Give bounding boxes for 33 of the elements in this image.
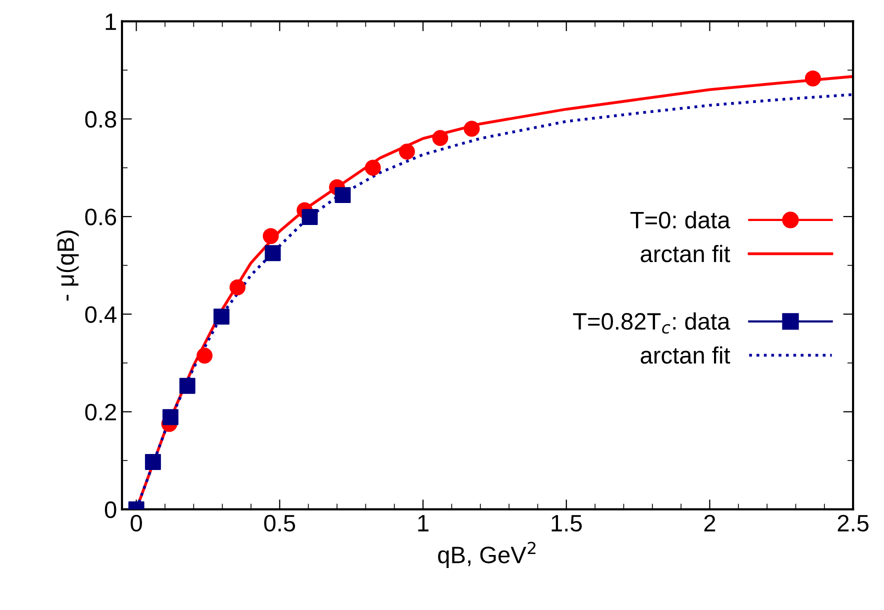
x-tick-label: 0.5 bbox=[264, 514, 296, 532]
y-tick-label: 0.8 bbox=[85, 111, 116, 128]
point bbox=[162, 409, 178, 426]
point bbox=[179, 378, 196, 394]
x-tick-label: 1 bbox=[418, 515, 428, 532]
legend-label: T=0.82T$_{c}$: data bbox=[573, 312, 730, 334]
point bbox=[464, 120, 480, 137]
point bbox=[398, 144, 415, 160]
point bbox=[230, 279, 246, 296]
point bbox=[213, 308, 230, 325]
point bbox=[302, 209, 318, 226]
point bbox=[262, 228, 279, 244]
x-tick-label: 0 bbox=[130, 514, 142, 532]
y-tick-label: 0 bbox=[104, 501, 116, 518]
x-tick-label: 2.5 bbox=[838, 514, 868, 532]
y-tick-label: 0.6 bbox=[85, 208, 116, 226]
point bbox=[196, 348, 213, 364]
point bbox=[144, 454, 161, 470]
x-tick-label: 2 bbox=[704, 514, 716, 532]
legend-label: T=0: data bbox=[630, 211, 730, 228]
x-axis-title: qB, GeV$^{2}$ bbox=[438, 542, 536, 568]
legend-label: arctan fit bbox=[640, 346, 730, 364]
y-tick-label: 0.4 bbox=[85, 306, 116, 323]
y-tick-label: 1 bbox=[106, 14, 116, 30]
point bbox=[264, 245, 281, 262]
point bbox=[432, 130, 448, 146]
point bbox=[334, 187, 351, 204]
legend-label: arctan fit bbox=[640, 244, 730, 262]
point bbox=[804, 70, 821, 86]
x-tick-label: 1.5 bbox=[552, 515, 582, 532]
y-axis-title: - μ(qB) bbox=[56, 230, 79, 301]
point bbox=[364, 160, 381, 176]
y-tick-label: 0.2 bbox=[85, 404, 116, 421]
